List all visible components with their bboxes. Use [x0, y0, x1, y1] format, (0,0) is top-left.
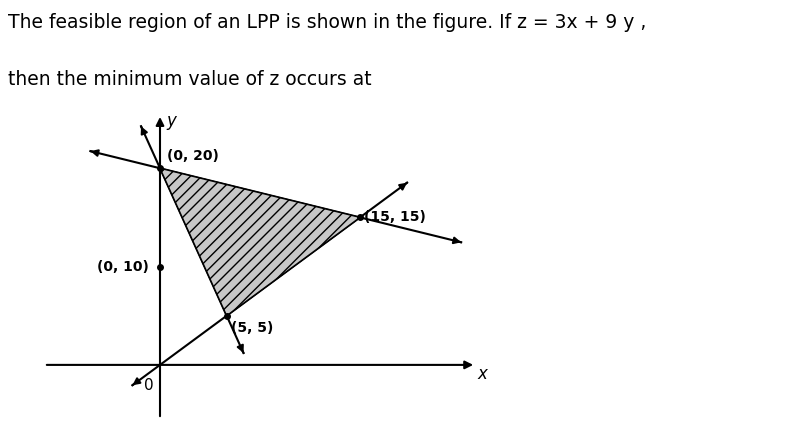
Text: y: y [166, 112, 177, 130]
Text: The feasible region of an LPP is shown in the figure. If z = 3x + 9 y ,: The feasible region of an LPP is shown i… [8, 13, 646, 32]
Text: (0, 10): (0, 10) [98, 260, 150, 274]
Text: 0: 0 [144, 378, 154, 393]
Text: (5, 5): (5, 5) [230, 321, 273, 335]
Text: then the minimum value of z occurs at: then the minimum value of z occurs at [8, 70, 372, 89]
Polygon shape [160, 168, 360, 316]
Text: x: x [478, 365, 487, 383]
Text: (0, 20): (0, 20) [166, 149, 218, 163]
Text: (15, 15): (15, 15) [364, 210, 426, 225]
